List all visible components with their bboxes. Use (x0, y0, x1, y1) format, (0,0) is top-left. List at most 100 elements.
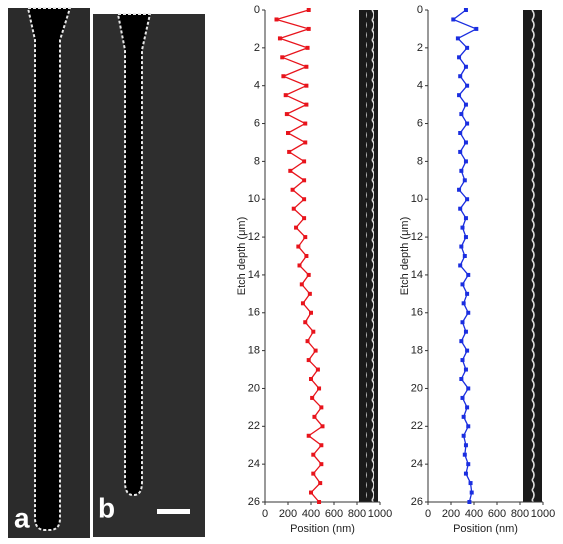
data-point (460, 358, 465, 363)
data-point (467, 500, 472, 504)
data-point (283, 93, 288, 98)
data-point (459, 168, 464, 173)
y-tick-label: 4 (417, 80, 423, 92)
data-point (463, 216, 468, 221)
data-point (457, 93, 462, 98)
data-point (290, 187, 295, 192)
y-tick-label: 20 (411, 382, 423, 394)
y-tick-label: 20 (248, 382, 260, 394)
data-point (318, 481, 323, 486)
data-point (466, 386, 471, 391)
y-tick-label: 12 (411, 231, 423, 243)
data-point (460, 282, 465, 287)
y-tick-label: 4 (254, 80, 260, 92)
y-tick-label: 24 (411, 458, 423, 470)
data-point (299, 282, 304, 287)
data-point (459, 244, 464, 249)
data-point (466, 424, 471, 429)
data-point (460, 320, 465, 325)
data-point (274, 17, 279, 22)
data-point (302, 216, 307, 221)
data-point (319, 462, 324, 467)
data-point (463, 471, 468, 476)
data-point (280, 55, 285, 60)
y-tick-label: 0 (417, 4, 423, 16)
data-point (303, 121, 308, 126)
y-axis-title: Etch depth (μm) (399, 217, 411, 295)
data-point (302, 159, 307, 164)
data-point (307, 291, 312, 296)
y-axis-title: Etch depth (μm) (236, 217, 248, 295)
data-point (303, 320, 308, 325)
data-point (463, 102, 468, 107)
data-point (284, 112, 289, 117)
x-axis-title: Position (nm) (453, 523, 518, 535)
data-point (297, 263, 302, 268)
data-point (468, 481, 473, 486)
data-point (463, 443, 468, 448)
y-tick-label: 22 (248, 420, 260, 432)
data-point (309, 310, 313, 315)
panel-label: b (98, 492, 115, 523)
y-tick-label: 12 (248, 231, 260, 243)
data-point (305, 339, 310, 344)
data-point (317, 386, 322, 391)
data-point (462, 254, 467, 258)
y-tick-label: 0 (254, 4, 260, 16)
data-point (465, 121, 470, 126)
data-point (463, 367, 468, 372)
data-point (457, 187, 462, 192)
y-tick-label: 2 (254, 42, 260, 54)
data-point (465, 291, 470, 296)
data-point (463, 329, 468, 334)
data-point (466, 272, 471, 277)
data-point (281, 74, 286, 79)
y-tick-label: 10 (248, 193, 260, 205)
x-axis-title: Position (nm) (290, 523, 355, 535)
data-point (458, 131, 463, 135)
data-point (461, 301, 466, 306)
sem-image-b: b (93, 13, 205, 537)
data-point (461, 433, 466, 438)
sem-strip (359, 10, 542, 502)
data-point (303, 140, 308, 145)
y-tick-label: 2 (417, 42, 423, 54)
data-point (311, 471, 316, 476)
data-point (463, 140, 468, 145)
data-point (304, 102, 309, 107)
y-tick-label: 8 (417, 155, 423, 167)
data-point (304, 64, 309, 69)
data-point (474, 26, 479, 31)
x-tick-label: 0 (262, 508, 268, 520)
data-point (457, 55, 462, 60)
data-point (296, 244, 301, 249)
y-tick-label: 6 (417, 117, 423, 129)
data-point (466, 462, 471, 467)
data-point (300, 301, 305, 306)
data-point (459, 112, 464, 117)
data-point (458, 263, 463, 268)
data-point (302, 178, 307, 183)
x-tick-label: 1000 (531, 508, 555, 520)
data-point (310, 395, 315, 400)
data-point (458, 206, 463, 211)
data-point (463, 64, 468, 69)
data-point (459, 339, 464, 344)
y-tick-label: 8 (254, 155, 260, 167)
data-point (313, 348, 318, 353)
y-tick-label: 6 (254, 117, 260, 129)
data-point (451, 17, 456, 22)
data-point (309, 377, 313, 381)
data-point (306, 8, 311, 12)
data-point (319, 405, 324, 410)
data-point (304, 83, 309, 88)
y-tick-label: 22 (411, 420, 423, 432)
x-tick-label: 600 (325, 508, 343, 520)
data-point (304, 254, 309, 258)
x-tick-label: 400 (465, 508, 483, 520)
x-tick-label: 200 (279, 508, 297, 520)
y-tick-label: 10 (411, 193, 423, 205)
data-point (311, 329, 316, 334)
data-point (469, 490, 474, 495)
